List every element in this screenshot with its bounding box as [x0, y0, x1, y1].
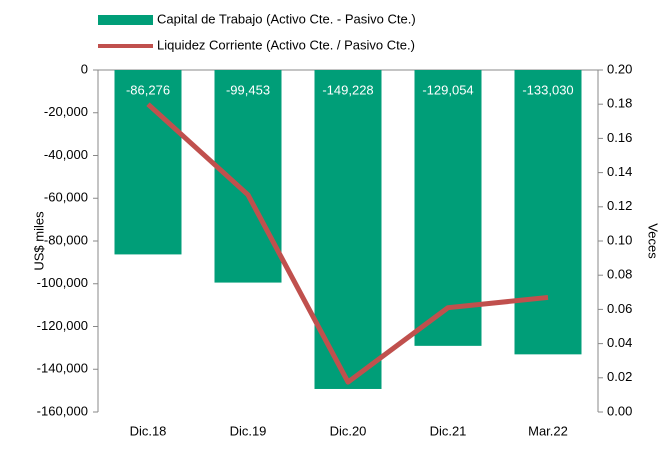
- legend-label: Liquidez Corriente (Activo Cte. / Pasivo…: [157, 37, 415, 52]
- y2-tick-label: 0.00: [607, 403, 632, 418]
- y-tick-label: 0: [81, 61, 88, 76]
- y2-tick-label: 0.10: [607, 232, 632, 247]
- bar: [114, 70, 182, 255]
- data-label: -86,276: [126, 82, 170, 97]
- data-label: -99,453: [226, 82, 270, 97]
- data-label: -133,030: [522, 82, 573, 97]
- data-label: -149,228: [322, 82, 373, 97]
- y2-tick-label: 0.06: [607, 301, 632, 316]
- y-tick-label: -60,000: [44, 190, 88, 205]
- legend-label: Capital de Trabajo (Activo Cte. - Pasivo…: [157, 11, 416, 26]
- y2-tick-label: 0.08: [607, 267, 632, 282]
- y2-tick-label: 0.20: [607, 61, 632, 76]
- line: [146, 102, 549, 385]
- x-tick-label: Dic.18: [130, 423, 167, 438]
- y-tick-label: -20,000: [44, 104, 88, 119]
- y2-axis-label: Veces: [646, 223, 661, 259]
- legend-swatch: [98, 15, 153, 25]
- x-tick-label: Dic.21: [430, 423, 467, 438]
- bar: [514, 70, 582, 355]
- y2-tick-label: 0.12: [607, 198, 632, 213]
- y2-tick-label: 0.04: [607, 335, 632, 350]
- y-tick-label: -80,000: [44, 232, 88, 247]
- y-tick-label: -100,000: [37, 275, 88, 290]
- y2-tick-label: 0.02: [607, 369, 632, 384]
- bar: [414, 70, 482, 346]
- y-tick-label: -160,000: [37, 403, 88, 418]
- x-tick-label: Dic.19: [230, 423, 267, 438]
- y-tick-label: -120,000: [37, 318, 88, 333]
- y2-tick-label: 0.16: [607, 130, 632, 145]
- y-axis-label: US$ miles: [31, 211, 46, 271]
- data-label: -129,054: [422, 82, 473, 97]
- y-tick-label: -140,000: [37, 361, 88, 376]
- x-tick-label: Mar.22: [528, 423, 568, 438]
- x-tick-label: Dic.20: [330, 423, 367, 438]
- y2-tick-label: 0.14: [607, 164, 632, 179]
- y2-tick-label: 0.18: [607, 96, 632, 111]
- y-tick-label: -40,000: [44, 147, 88, 162]
